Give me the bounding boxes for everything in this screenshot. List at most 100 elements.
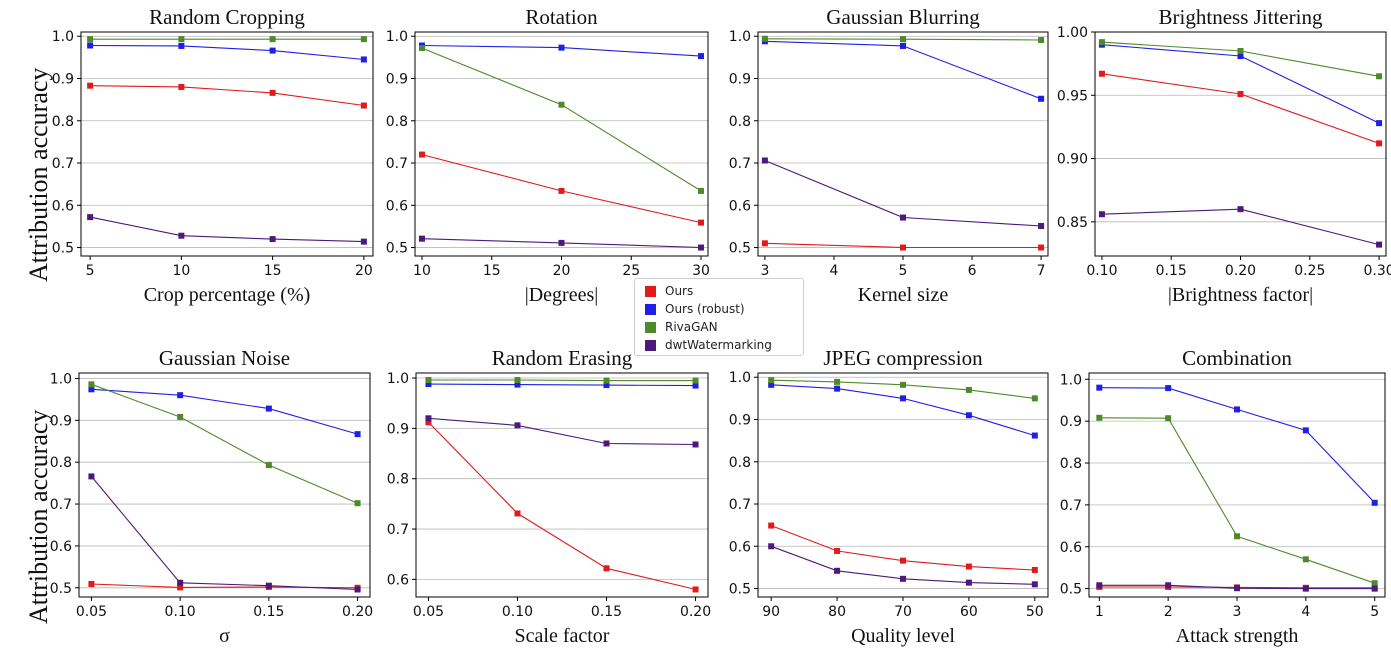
chart-panel-combination: 0.5 0.6 0.7 0.8 0.9 1.0 1 2 3 4 5 Combination Attack… bbox=[1060, 346, 1386, 647]
data-point-ours-robust bbox=[692, 382, 699, 389]
data-point-ours bbox=[87, 82, 94, 89]
plot-frame bbox=[757, 31, 1049, 257]
chart-panel-gaussian-blurring: 0.5 0.6 0.7 0.8 0.9 1.0 3 4 5 6 7 Gaussian Blurring… bbox=[729, 5, 1049, 306]
y-tick-label: 0.6 bbox=[50, 539, 72, 555]
y-tick-label: 0.7 bbox=[729, 156, 751, 172]
x-axis-label: |Brightness factor| bbox=[1168, 284, 1313, 306]
x-tick-label: 10 bbox=[172, 263, 190, 279]
x-tick-label: 6 bbox=[968, 263, 977, 279]
series-line-dwtwatermarking bbox=[90, 476, 358, 591]
x-tick-label: 0.10 bbox=[1086, 263, 1117, 279]
y-tick-label: 0.9 bbox=[52, 71, 74, 87]
x-tick-label: 60 bbox=[960, 604, 978, 620]
chart-panel-jpeg-compression: 0.5 0.6 0.7 0.8 0.9 1.0 90 80 70 60 50 JPEG compres… bbox=[729, 346, 1049, 647]
plot-frame bbox=[414, 31, 709, 257]
x-tick-label: 0.15 bbox=[253, 604, 284, 620]
y-tick-label: 0.6 bbox=[729, 198, 751, 214]
data-point-rivagan bbox=[1376, 73, 1383, 80]
series-line-ours-robust bbox=[1099, 387, 1376, 504]
x-tick-label: 0.25 bbox=[1294, 263, 1325, 279]
x-tick-label: 0.20 bbox=[680, 604, 711, 620]
legend-label-dwtwatermarking: dwtWatermarking bbox=[665, 338, 772, 352]
data-point-ours-robust bbox=[558, 44, 565, 51]
y-tick-label: 0.8 bbox=[729, 455, 751, 471]
x-axis-label: Crop percentage (%) bbox=[144, 284, 311, 306]
x-axis-label: Kernel size bbox=[858, 284, 949, 306]
x-tick-label: 20 bbox=[355, 263, 373, 279]
chart-panel-random-erasing: 0.6 0.7 0.8 0.9 1.0 0.05 0.10 0.15 0.20 Random Er… bbox=[387, 346, 711, 647]
legend-item-dwtwatermarking: dwtWatermarking bbox=[641, 336, 797, 354]
data-point-rivagan bbox=[265, 462, 272, 469]
data-point-ours-robust bbox=[1096, 384, 1103, 391]
data-point-ours bbox=[360, 102, 367, 109]
data-point-ours bbox=[1031, 566, 1038, 573]
data-point-rivagan bbox=[698, 187, 705, 194]
data-point-ours bbox=[1098, 70, 1105, 77]
data-point-rivagan bbox=[1098, 39, 1105, 46]
data-point-dwtwatermarking bbox=[1098, 211, 1105, 218]
x-tick-label: 3 bbox=[760, 263, 769, 279]
legend-item-ours: Ours bbox=[641, 282, 797, 300]
data-point-rivagan bbox=[603, 377, 610, 384]
data-point-ours bbox=[698, 219, 705, 226]
data-point-dwtwatermarking bbox=[177, 579, 184, 586]
data-point-ours-robust bbox=[265, 405, 272, 412]
plot-frame bbox=[415, 372, 709, 598]
series-line-rivagan bbox=[1101, 41, 1380, 77]
plot-frame bbox=[78, 372, 371, 598]
plot-frame bbox=[757, 372, 1049, 598]
data-point-ours bbox=[834, 547, 841, 554]
data-point-dwtwatermarking bbox=[900, 575, 906, 582]
data-point-dwtwatermarking bbox=[269, 236, 276, 243]
data-point-ours-robust bbox=[1165, 385, 1172, 392]
data-point-dwtwatermarking bbox=[768, 543, 775, 550]
data-point-dwtwatermarking bbox=[425, 415, 432, 422]
x-tick-label: 0.20 bbox=[1225, 263, 1256, 279]
data-point-ours-robust bbox=[425, 381, 432, 388]
data-point-rivagan bbox=[1165, 415, 1172, 422]
data-point-rivagan bbox=[425, 377, 432, 384]
y-tick-label: 1.0 bbox=[50, 371, 72, 387]
data-point-ours bbox=[603, 565, 610, 572]
data-point-dwtwatermarking bbox=[1302, 585, 1309, 592]
chart-title: Gaussian Blurring bbox=[826, 5, 980, 29]
y-tick-label: 0.5 bbox=[729, 241, 751, 257]
data-point-dwtwatermarking bbox=[354, 586, 361, 593]
legend-label-rivagan: RivaGAN bbox=[665, 320, 718, 334]
y-tick-label: 0.9 bbox=[50, 413, 72, 429]
y-tick-label: 0.8 bbox=[387, 472, 409, 488]
y-tick-label: 0.6 bbox=[52, 198, 74, 214]
x-axis-label: Scale factor bbox=[515, 625, 610, 647]
data-point-rivagan bbox=[965, 386, 972, 393]
y-tick-label: 0.8 bbox=[729, 114, 751, 130]
data-point-rivagan bbox=[1096, 414, 1103, 421]
data-point-ours-robust bbox=[360, 56, 367, 63]
series-line-dwtwatermarking bbox=[1101, 208, 1380, 246]
data-point-rivagan bbox=[418, 45, 425, 52]
data-point-ours-robust bbox=[698, 53, 705, 60]
data-point-ours-robust bbox=[178, 42, 185, 49]
x-tick-label: 0.15 bbox=[1156, 263, 1187, 279]
y-tick-label: 0.9 bbox=[1060, 414, 1082, 430]
x-tick-label: 15 bbox=[483, 263, 501, 279]
y-tick-label: 0.9 bbox=[386, 71, 408, 87]
data-point-ours bbox=[514, 510, 521, 517]
data-point-rivagan bbox=[87, 36, 94, 43]
chart-panel-random-cropping: 0.5 0.6 0.7 0.8 0.9 1.0 5 10 15 20 Random Cropping… bbox=[52, 5, 374, 306]
y-tick-label: 0.95 bbox=[1057, 88, 1088, 104]
x-tick-label: 10 bbox=[413, 263, 431, 279]
data-point-rivagan bbox=[900, 381, 906, 388]
x-axis-label: Attack strength bbox=[1176, 625, 1299, 647]
data-point-rivagan bbox=[1371, 580, 1378, 587]
data-point-ours bbox=[1237, 91, 1244, 98]
data-point-ours bbox=[418, 151, 425, 158]
data-point-dwtwatermarking bbox=[360, 238, 367, 245]
data-point-dwtwatermarking bbox=[1031, 581, 1038, 588]
y-tick-label: 1.00 bbox=[1057, 25, 1088, 41]
data-point-dwtwatermarking bbox=[834, 567, 841, 574]
y-tick-label: 0.7 bbox=[50, 497, 72, 513]
x-tick-label: 30 bbox=[692, 263, 710, 279]
data-point-ours-robust bbox=[900, 42, 906, 49]
series-line-ours bbox=[428, 421, 696, 590]
series-line-ours-robust bbox=[91, 388, 358, 435]
